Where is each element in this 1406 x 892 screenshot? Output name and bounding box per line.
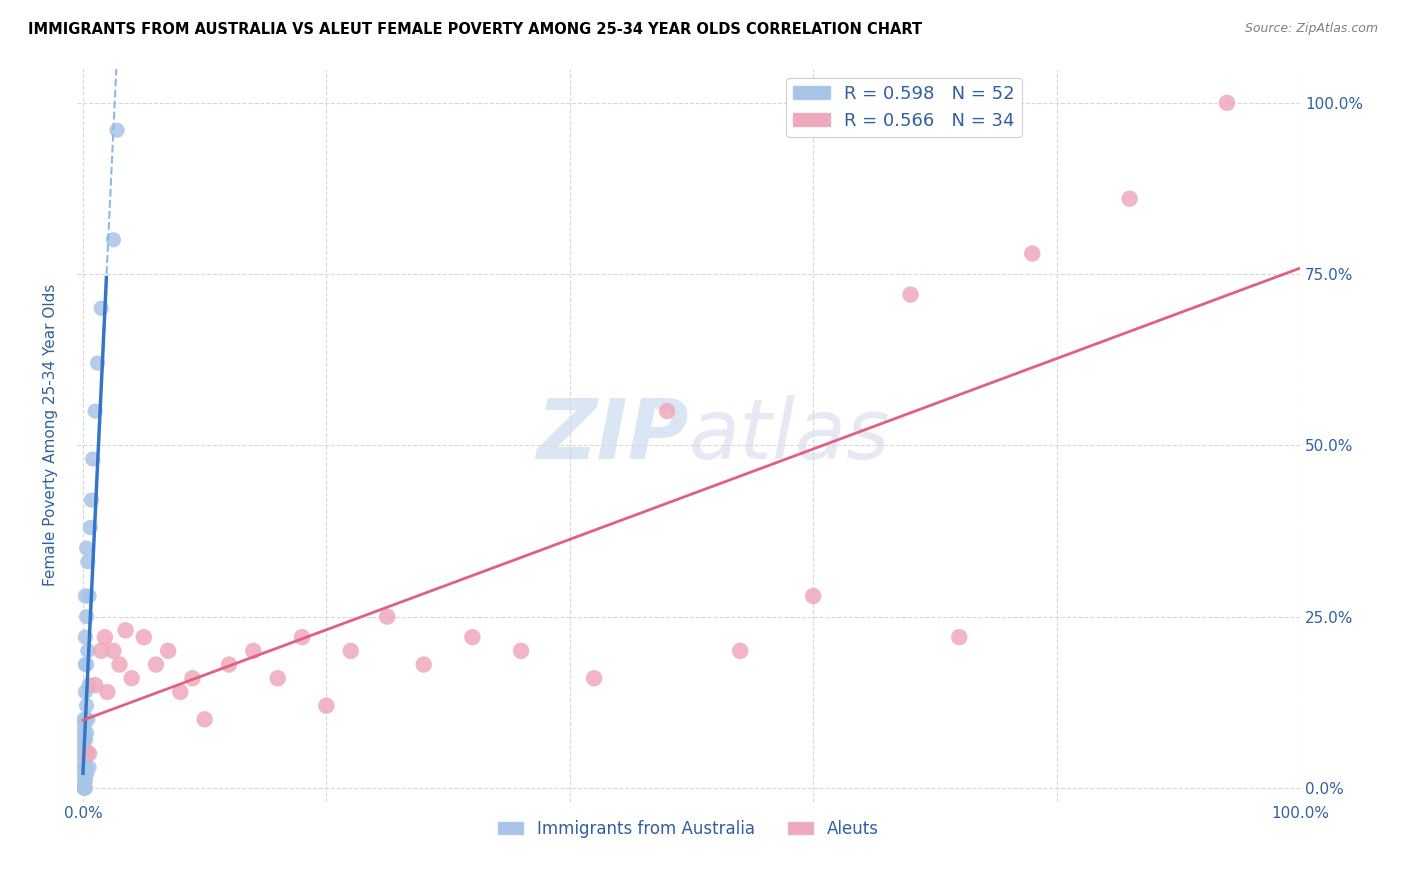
Legend: Immigrants from Australia, Aleuts: Immigrants from Australia, Aleuts (492, 814, 886, 845)
Point (801, 589, 824, 603)
Point (76, 541, 98, 555)
Point (73, 747, 96, 761)
Point (75, 774, 97, 789)
Point (75, 712, 97, 726)
Point (121, 671, 143, 685)
Point (73, 712, 96, 726)
Point (315, 698, 337, 713)
Point (90, 301, 112, 316)
Point (76, 747, 98, 761)
Point (73, 739, 96, 754)
Point (1118, 192, 1140, 206)
Point (73, 780, 96, 795)
Point (103, 233, 125, 247)
Point (412, 657, 434, 672)
Point (73, 780, 96, 795)
Point (105, 123, 128, 137)
Point (169, 685, 191, 699)
Point (75, 780, 97, 795)
Point (73, 780, 96, 795)
Point (267, 671, 290, 685)
Point (375, 609, 398, 624)
Text: ZIP: ZIP (536, 394, 689, 475)
Point (73, 774, 96, 789)
Point (73, 780, 96, 795)
Point (73, 733, 96, 747)
Point (218, 657, 240, 672)
Point (339, 644, 361, 658)
Point (75, 630, 97, 644)
Point (103, 644, 125, 658)
Point (77, 760, 100, 774)
Point (80, 493, 103, 508)
Point (96, 685, 118, 699)
Text: IMMIGRANTS FROM AUSTRALIA VS ALEUT FEMALE POVERTY AMONG 25-34 YEAR OLDS CORRELAT: IMMIGRANTS FROM AUSTRALIA VS ALEUT FEMAL… (28, 22, 922, 37)
Point (73, 726, 96, 740)
Point (73, 780, 96, 795)
Point (76, 609, 98, 624)
Point (73, 780, 96, 795)
Point (510, 644, 533, 658)
Point (73, 767, 96, 781)
Point (76, 555, 98, 569)
Point (76, 657, 98, 672)
Point (461, 630, 484, 644)
Point (79, 520, 101, 534)
Point (76, 698, 98, 713)
Point (75, 685, 97, 699)
Point (76, 644, 98, 658)
Point (583, 671, 606, 685)
Point (73, 780, 96, 795)
Point (76, 726, 98, 740)
Point (728, 644, 751, 658)
Point (77, 678, 100, 692)
Point (84, 404, 107, 418)
Point (75, 657, 97, 672)
Point (76, 767, 98, 781)
Point (76, 712, 98, 726)
Point (76, 747, 98, 761)
Point (157, 644, 180, 658)
Point (94, 630, 117, 644)
Point (108, 657, 131, 672)
Point (73, 780, 96, 795)
Point (77, 747, 100, 761)
Point (1216, 95, 1239, 110)
Point (73, 719, 96, 733)
Point (114, 624, 136, 638)
Point (82, 452, 104, 467)
Point (900, 287, 922, 301)
Point (948, 630, 970, 644)
Point (655, 404, 678, 418)
Point (132, 630, 155, 644)
Point (75, 733, 97, 747)
Point (194, 712, 217, 726)
Point (73, 780, 96, 795)
Point (84, 678, 107, 692)
Y-axis label: Female Poverty Among 25-34 Year Olds: Female Poverty Among 25-34 Year Olds (44, 284, 58, 586)
Point (77, 589, 100, 603)
Point (75, 760, 97, 774)
Point (73, 754, 96, 768)
Point (75, 747, 97, 761)
Point (291, 630, 314, 644)
Text: Source: ZipAtlas.com: Source: ZipAtlas.com (1244, 22, 1378, 36)
Point (75, 589, 97, 603)
Point (73, 760, 96, 774)
Point (73, 780, 96, 795)
Point (145, 657, 167, 672)
Point (1021, 246, 1043, 260)
Point (181, 671, 204, 685)
Point (86, 356, 108, 370)
Text: atlas: atlas (689, 394, 890, 475)
Point (90, 644, 112, 658)
Point (242, 644, 264, 658)
